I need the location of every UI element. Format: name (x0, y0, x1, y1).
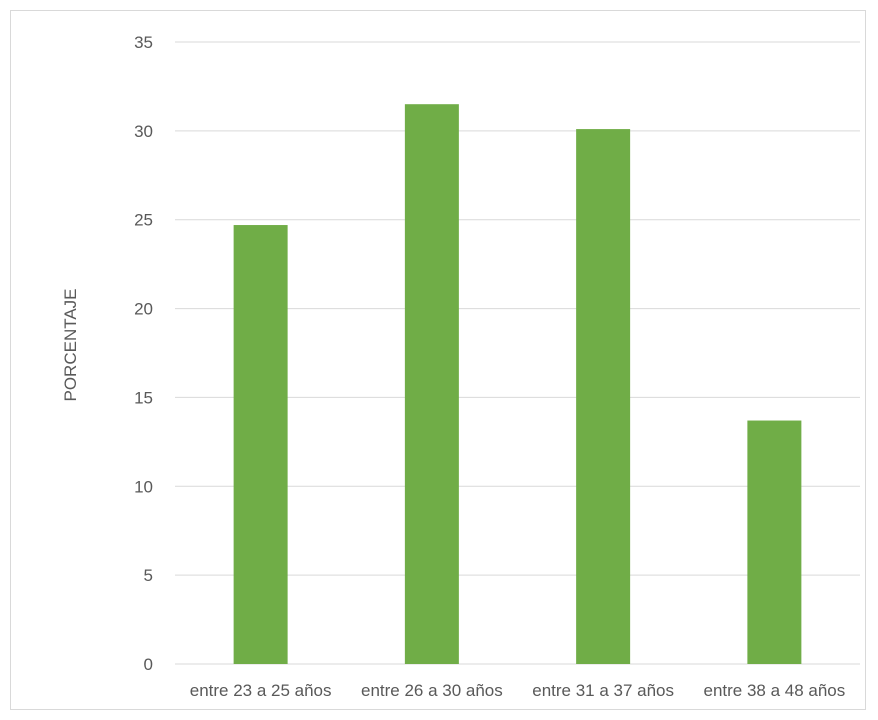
y-tick-label: 30 (134, 122, 153, 141)
x-tick-label: entre 38 a 48 años (703, 681, 845, 700)
x-axis-ticks: entre 23 a 25 años entre 26 a 30 años entr… (190, 681, 846, 700)
bar-1 (233, 225, 288, 664)
x-tick-label: entre 31 a 37 años (532, 681, 674, 700)
y-tick-label: 35 (134, 33, 153, 52)
y-tick-label: 5 (144, 566, 153, 585)
y-tick-label: 25 (134, 211, 153, 230)
x-tick-label: entre 23 a 25 años (190, 681, 332, 700)
x-tick-label: entre 26 a 30 años (361, 681, 503, 700)
gridlines (175, 41, 860, 665)
y-tick-label: 10 (134, 477, 153, 496)
y-tick-label: 20 (134, 300, 153, 319)
y-axis-ticks: 0 5 10 15 20 25 30 35 (134, 33, 153, 674)
bar-2 (404, 104, 459, 664)
y-tick-label: 15 (134, 388, 153, 407)
y-tick-label: 0 (144, 655, 153, 674)
bar-3 (576, 129, 631, 664)
bars (233, 104, 802, 664)
y-axis-title: PORCENTAJE (61, 288, 80, 401)
bar-4 (747, 420, 802, 664)
